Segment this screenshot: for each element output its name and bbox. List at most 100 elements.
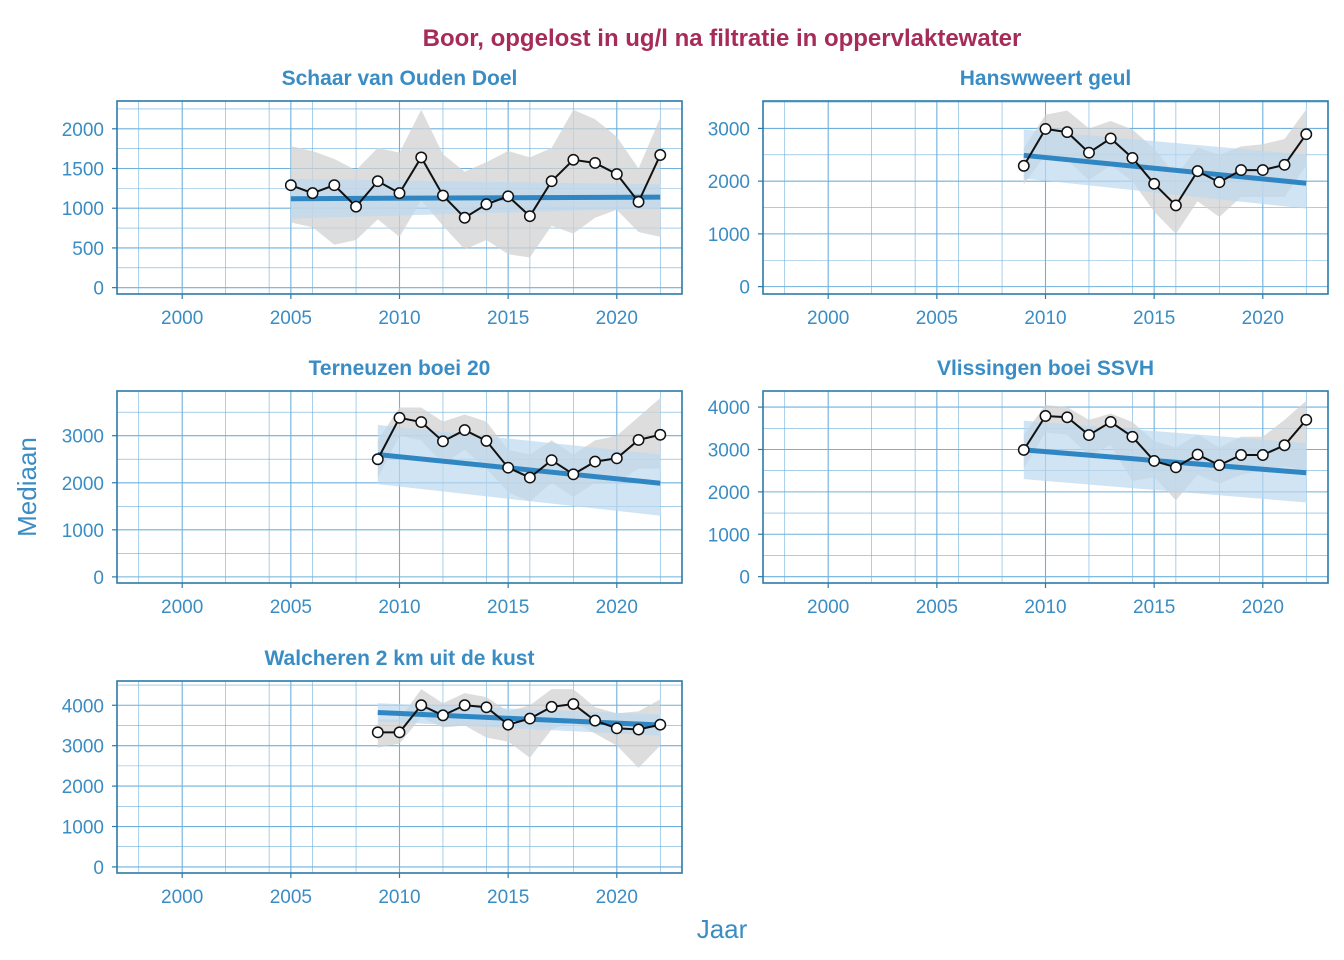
data-point xyxy=(502,718,515,731)
y-tick-label: 0 xyxy=(739,278,750,299)
data-point xyxy=(632,433,645,446)
x-tick-label: 2005 xyxy=(916,597,958,618)
y-tick-label: 2000 xyxy=(708,483,750,504)
data-point xyxy=(502,461,515,474)
x-tick-label: 2020 xyxy=(596,308,638,329)
panel-3: Terneuzen boei 20 0 1000 2000 3000 2000 2005 20… xyxy=(62,357,683,618)
panel-title: Walcheren 2 km uit de kust xyxy=(265,647,535,670)
data-point xyxy=(545,700,558,713)
x-tick-label: 2020 xyxy=(1242,308,1284,329)
data-point xyxy=(610,722,623,735)
panels: Schaar van Ouden Doel 0 500 1000 1500 2000 200… xyxy=(62,67,1329,908)
y-tick-label: 1000 xyxy=(62,818,104,839)
data-point xyxy=(1061,126,1074,139)
panel-4: Vlissingen boei SSVH 0 1000 2000 3000 4000 200… xyxy=(708,357,1329,618)
data-point xyxy=(1039,122,1052,135)
trend-line xyxy=(377,452,661,486)
data-point xyxy=(458,699,471,712)
data-point xyxy=(328,179,341,192)
y-tick-label: 4000 xyxy=(708,398,750,419)
y-tick-label: 0 xyxy=(93,279,104,300)
x-tick-label: 2000 xyxy=(161,597,203,618)
x-tick-label: 2005 xyxy=(270,887,312,908)
data-point xyxy=(1256,449,1269,461)
data-point xyxy=(1235,164,1248,177)
data-point xyxy=(1083,146,1095,159)
y-tick-label: 1000 xyxy=(62,199,104,220)
data-point xyxy=(480,701,493,714)
data-point xyxy=(437,709,449,722)
y-tick-label: 4000 xyxy=(62,696,104,717)
y-tick-label: 2000 xyxy=(62,120,104,141)
data-point xyxy=(1191,448,1204,461)
data-point xyxy=(350,200,362,213)
data-point xyxy=(589,714,602,727)
x-axis-label: Jaar xyxy=(697,914,748,944)
data-point xyxy=(632,195,645,208)
data-point xyxy=(632,723,645,736)
x-tick-label: 2015 xyxy=(487,887,529,908)
data-point xyxy=(502,190,515,203)
data-point xyxy=(1300,413,1313,426)
data-point xyxy=(1126,430,1139,443)
panel-title: Terneuzen boei 20 xyxy=(309,357,491,380)
y-tick-label: 1000 xyxy=(708,225,750,246)
data-point xyxy=(1017,443,1030,456)
trend-line xyxy=(1023,447,1307,476)
y-tick-label: 3000 xyxy=(62,737,104,758)
x-tick-label: 2015 xyxy=(487,597,529,618)
y-tick-label: 3000 xyxy=(62,427,104,448)
data-point xyxy=(523,210,536,223)
y-tick-label: 0 xyxy=(93,568,104,589)
y-tick-label: 1000 xyxy=(62,521,104,542)
x-tick-label: 2000 xyxy=(807,597,849,618)
data-point xyxy=(480,198,493,211)
data-point xyxy=(523,471,536,484)
trend-line xyxy=(377,710,661,728)
data-point xyxy=(610,168,623,181)
x-tick-label: 2015 xyxy=(1133,597,1175,618)
y-tick-label: 0 xyxy=(93,858,104,879)
x-tick-label: 2010 xyxy=(378,308,420,329)
data-point xyxy=(437,189,449,202)
data-point xyxy=(1191,165,1204,178)
trend-line xyxy=(290,194,661,202)
data-point xyxy=(1104,415,1117,428)
figure-title: Boor, opgelost in ug/l na filtratie in o… xyxy=(423,25,1022,52)
data-point xyxy=(1083,429,1095,442)
data-point xyxy=(1278,158,1291,171)
data-point xyxy=(393,187,406,200)
data-point xyxy=(1256,164,1269,177)
y-tick-label: 3000 xyxy=(708,440,750,461)
x-tick-label: 2020 xyxy=(1242,597,1284,618)
panel-5: Walcheren 2 km uit de kust 0 1000 2000 3000 4… xyxy=(62,647,683,908)
data-point xyxy=(610,452,623,465)
data-point xyxy=(393,411,406,424)
data-point xyxy=(415,151,428,164)
x-tick-label: 2010 xyxy=(378,597,420,618)
data-point xyxy=(654,149,667,161)
data-point xyxy=(567,153,580,166)
data-point xyxy=(1148,454,1161,467)
data-point xyxy=(371,726,384,739)
panel-2: Hanswweert geul 0 1000 2000 3000 2000 2005 2010… xyxy=(708,67,1329,329)
data-point xyxy=(415,416,428,429)
data-point xyxy=(480,434,493,447)
data-point xyxy=(545,454,558,467)
data-point xyxy=(1300,128,1313,141)
data-point xyxy=(1169,199,1182,212)
x-tick-label: 2000 xyxy=(161,887,203,908)
x-tick-label: 2005 xyxy=(270,597,312,618)
x-tick-label: 2010 xyxy=(378,887,420,908)
x-tick-label: 2010 xyxy=(1024,597,1066,618)
data-point xyxy=(371,453,384,466)
data-point xyxy=(393,726,406,739)
panel-1: Schaar van Ouden Doel 0 500 1000 1500 2000 200… xyxy=(62,67,683,329)
data-point xyxy=(567,698,580,710)
y-tick-label: 1000 xyxy=(708,525,750,546)
data-point xyxy=(1278,439,1291,452)
data-point xyxy=(458,424,471,437)
y-tick-label: 1500 xyxy=(62,160,104,181)
data-point xyxy=(437,435,449,448)
